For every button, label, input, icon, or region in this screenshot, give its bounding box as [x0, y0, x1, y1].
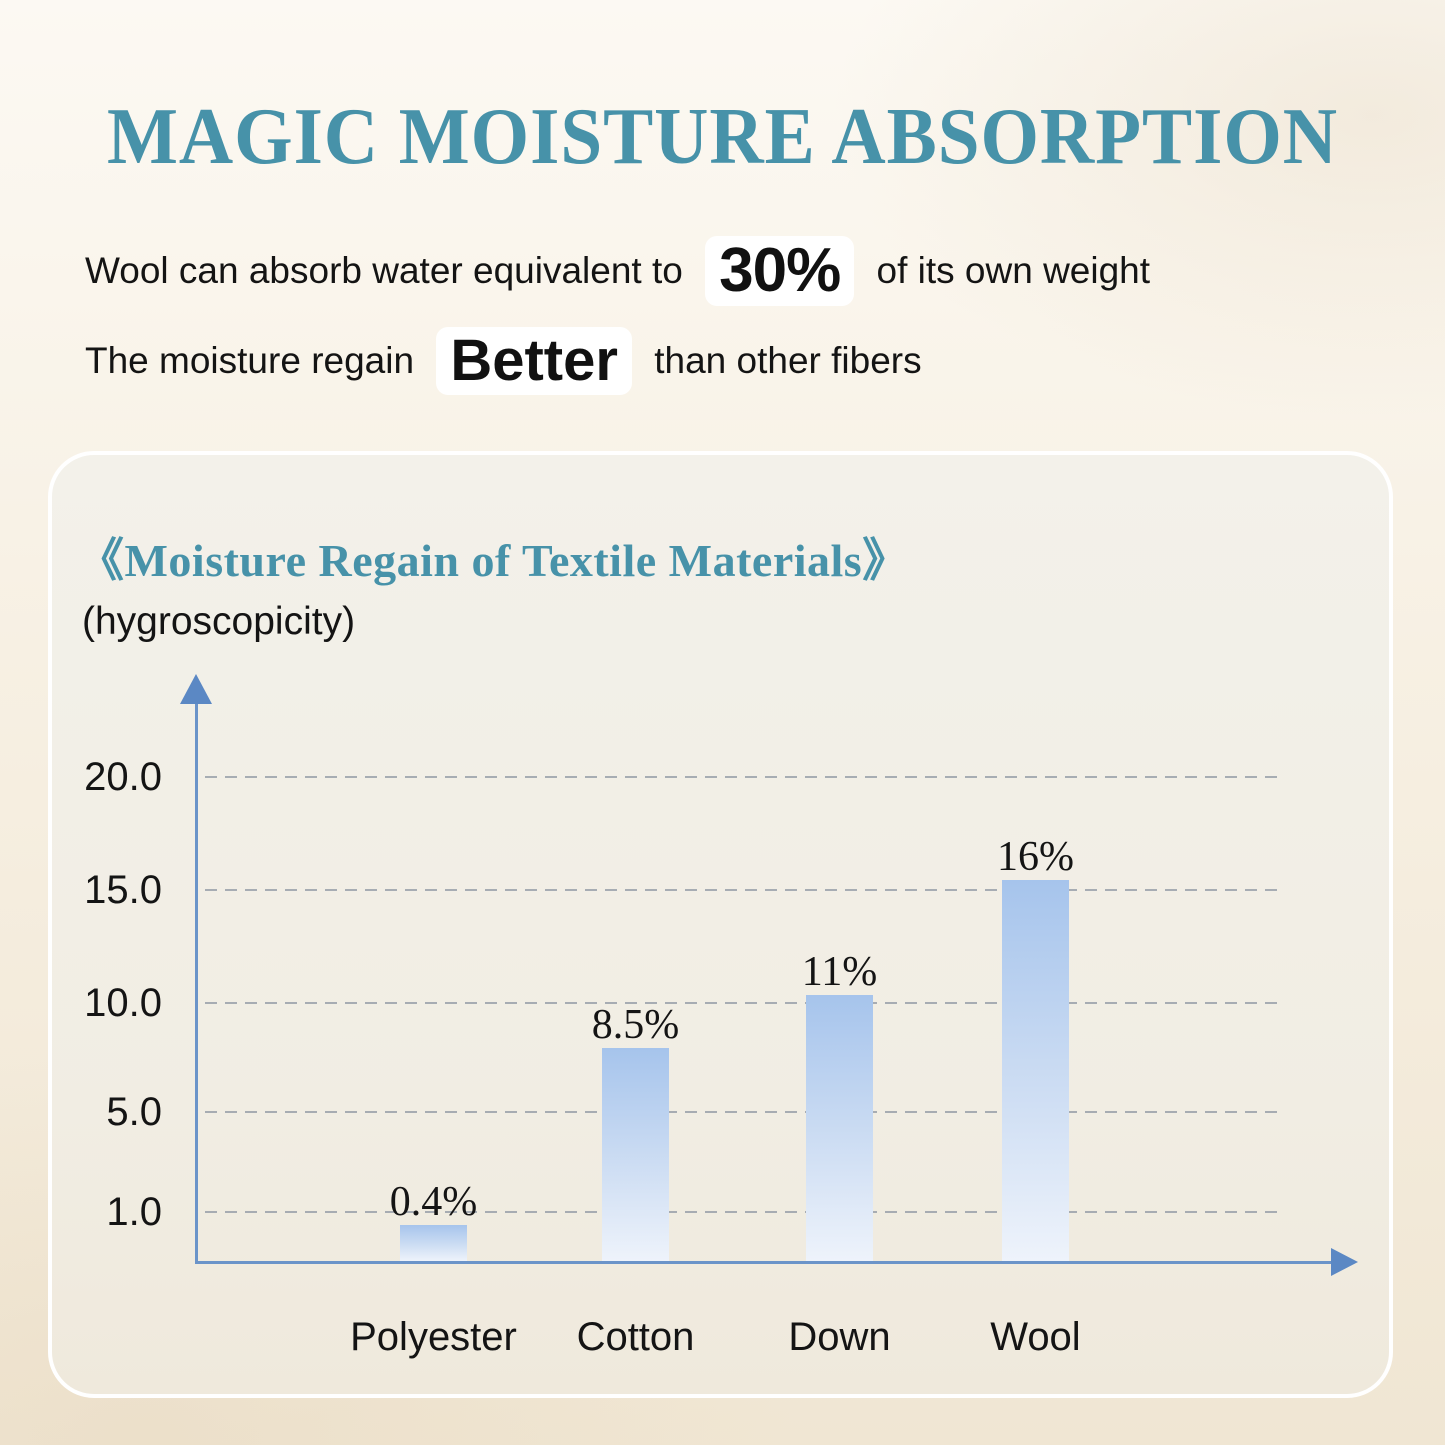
stat-line-absorption: Wool can absorb water equivalent to 30% …: [85, 228, 1150, 314]
stat-line-absorption-pre: Wool can absorb water equivalent to: [85, 250, 694, 291]
stat-line-absorption-post: of its own weight: [866, 250, 1151, 291]
stat-highlight-30-percent: 30%: [705, 236, 855, 306]
stat-highlight-better: Better: [436, 326, 632, 396]
page-title: MAGIC MOISTURE ABSORPTION: [106, 93, 1339, 181]
stat-line-regain-post: than other fibers: [643, 340, 922, 381]
chart-title: 《Moisture Regain of Textile Materials》: [78, 535, 909, 586]
stat-line-regain-pre: The moisture regain: [85, 340, 425, 381]
chart-card: [48, 451, 1393, 1398]
stat-line-regain: The moisture regain Better than other fi…: [85, 318, 922, 404]
chart-subtitle: (hygroscopicity): [82, 600, 356, 643]
